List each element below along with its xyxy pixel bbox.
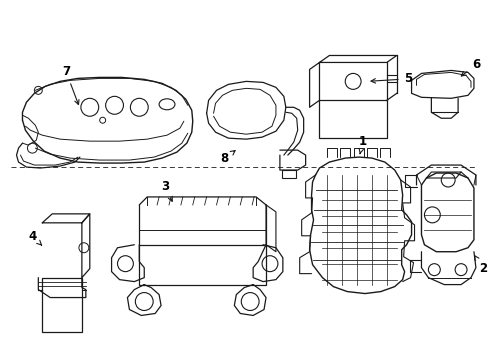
- Bar: [42, 278, 81, 332]
- Text: 5: 5: [370, 72, 411, 85]
- Text: 2: 2: [474, 256, 486, 275]
- Bar: [139, 245, 265, 285]
- Text: 1: 1: [358, 135, 366, 154]
- Text: 7: 7: [62, 66, 79, 104]
- Text: 8: 8: [220, 150, 235, 165]
- Text: 3: 3: [161, 180, 172, 201]
- Text: 4: 4: [28, 230, 41, 245]
- Bar: [281, 170, 295, 178]
- Text: 6: 6: [460, 58, 479, 76]
- Bar: [319, 100, 386, 138]
